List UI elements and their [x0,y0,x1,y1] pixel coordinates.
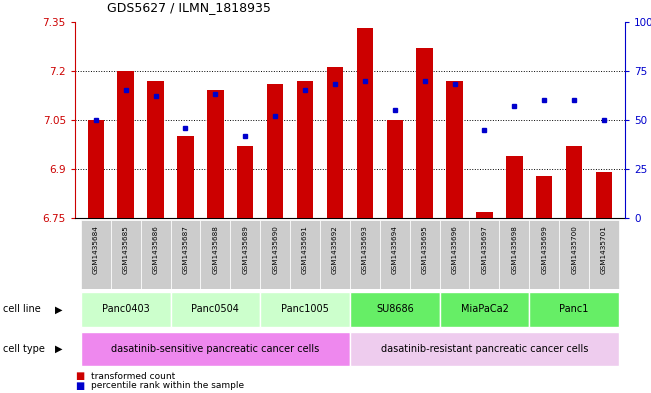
Bar [117,71,134,218]
Text: SU8686: SU8686 [376,305,413,314]
Bar [81,292,171,327]
Bar [171,292,260,327]
Bar [350,332,619,366]
Text: GSM1435699: GSM1435699 [541,226,547,274]
Bar [81,220,111,289]
Text: MiaPaCa2: MiaPaCa2 [460,305,508,314]
Bar [529,220,559,289]
Bar [506,156,523,218]
Text: GSM1435695: GSM1435695 [422,226,428,274]
Bar [350,292,439,327]
Text: Panc0403: Panc0403 [102,305,150,314]
Text: dasatinib-sensitive pancreatic cancer cells: dasatinib-sensitive pancreatic cancer ce… [111,344,320,354]
Text: transformed count: transformed count [91,372,175,380]
Bar [439,292,529,327]
Bar [559,220,589,289]
Bar [409,220,439,289]
Bar [111,220,141,289]
Bar [260,292,350,327]
Bar [417,48,433,218]
Bar [380,220,409,289]
Bar [529,292,619,327]
Bar [237,146,253,218]
Bar [566,146,583,218]
Bar [171,220,201,289]
Text: dasatinib-resistant pancreatic cancer cells: dasatinib-resistant pancreatic cancer ce… [381,344,588,354]
Bar [141,220,171,289]
Text: GSM1435690: GSM1435690 [272,226,278,274]
Text: ■: ■ [75,371,84,381]
Text: Panc1: Panc1 [559,305,589,314]
Bar [201,220,230,289]
Text: GSM1435688: GSM1435688 [212,226,218,274]
Text: GSM1435698: GSM1435698 [511,226,518,274]
Bar [147,81,164,218]
Bar [207,90,223,218]
Text: GSM1435691: GSM1435691 [302,226,308,274]
Text: ▶: ▶ [55,344,62,354]
Text: Panc0504: Panc0504 [191,305,240,314]
Bar [589,220,619,289]
Bar [387,120,403,218]
Bar [477,211,493,218]
Text: GSM1435697: GSM1435697 [482,226,488,274]
Bar [469,220,499,289]
Bar [81,332,350,366]
Text: ■: ■ [75,381,84,391]
Text: GSM1435684: GSM1435684 [93,226,99,274]
Text: GSM1435686: GSM1435686 [152,226,159,274]
Text: GSM1435701: GSM1435701 [601,226,607,274]
Text: percentile rank within the sample: percentile rank within the sample [91,382,244,390]
Text: cell line: cell line [3,305,41,314]
Text: ▶: ▶ [55,305,62,314]
Bar [536,176,553,218]
Text: GSM1435689: GSM1435689 [242,226,248,274]
Bar [499,220,529,289]
Bar [350,220,380,289]
Text: GSM1435694: GSM1435694 [392,226,398,274]
Text: GSM1435700: GSM1435700 [571,226,577,274]
Bar [267,84,283,218]
Bar [230,220,260,289]
Bar [290,220,320,289]
Bar [88,120,104,218]
Text: Panc1005: Panc1005 [281,305,329,314]
Text: GSM1435685: GSM1435685 [122,226,129,274]
Bar [177,136,194,218]
Bar [297,81,313,218]
Bar [320,220,350,289]
Text: cell type: cell type [3,344,45,354]
Bar [596,172,612,218]
Bar [327,68,343,218]
Text: GDS5627 / ILMN_1818935: GDS5627 / ILMN_1818935 [107,1,271,14]
Bar [260,220,290,289]
Text: GSM1435696: GSM1435696 [452,226,458,274]
Text: GSM1435692: GSM1435692 [332,226,338,274]
Text: GSM1435687: GSM1435687 [182,226,189,274]
Text: GSM1435693: GSM1435693 [362,226,368,274]
Bar [447,81,463,218]
Bar [357,28,373,218]
Bar [439,220,469,289]
